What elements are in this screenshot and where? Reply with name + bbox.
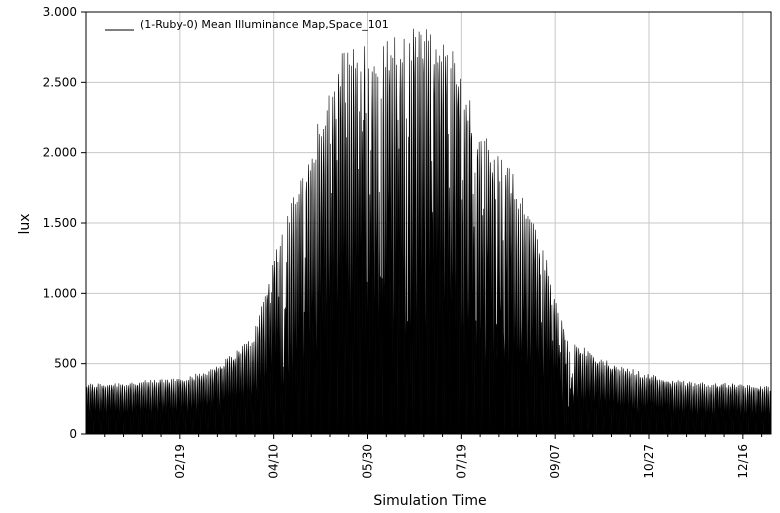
x-tick-label: 04/10 bbox=[267, 444, 281, 479]
x-tick-label: 12/16 bbox=[736, 444, 750, 479]
series-area bbox=[85, 28, 772, 435]
x-tick-label: 09/07 bbox=[548, 444, 562, 479]
x-axis-ticks: 02/19 04/10 05/30 07/19 09/07 10/27 12/16 bbox=[104, 434, 763, 479]
y-tick-label: 1.500 bbox=[43, 216, 77, 230]
x-tick-label: 07/19 bbox=[454, 444, 468, 479]
x-tick-label: 02/19 bbox=[173, 444, 187, 479]
y-tick-label: 2.500 bbox=[43, 75, 77, 89]
y-tick-label: 2.000 bbox=[43, 146, 77, 160]
x-axis-title: Simulation Time bbox=[373, 493, 486, 509]
y-axis-title: lux bbox=[17, 213, 33, 234]
x-tick-label: 05/30 bbox=[361, 444, 375, 479]
legend-label: (1-Ruby-0) Mean Illuminance Map,Space_10… bbox=[140, 18, 389, 31]
y-axis-ticks: 0 500 1.000 1.500 2.000 2.500 3.000 bbox=[43, 5, 86, 441]
y-tick-label: 500 bbox=[54, 357, 77, 371]
y-tick-label: 0 bbox=[69, 427, 77, 441]
legend: (1-Ruby-0) Mean Illuminance Map,Space_10… bbox=[105, 18, 389, 31]
data-area bbox=[85, 28, 772, 435]
y-tick-label: 3.000 bbox=[43, 5, 77, 19]
y-tick-label: 1.000 bbox=[43, 286, 77, 300]
x-tick-label: 10/27 bbox=[642, 444, 656, 479]
